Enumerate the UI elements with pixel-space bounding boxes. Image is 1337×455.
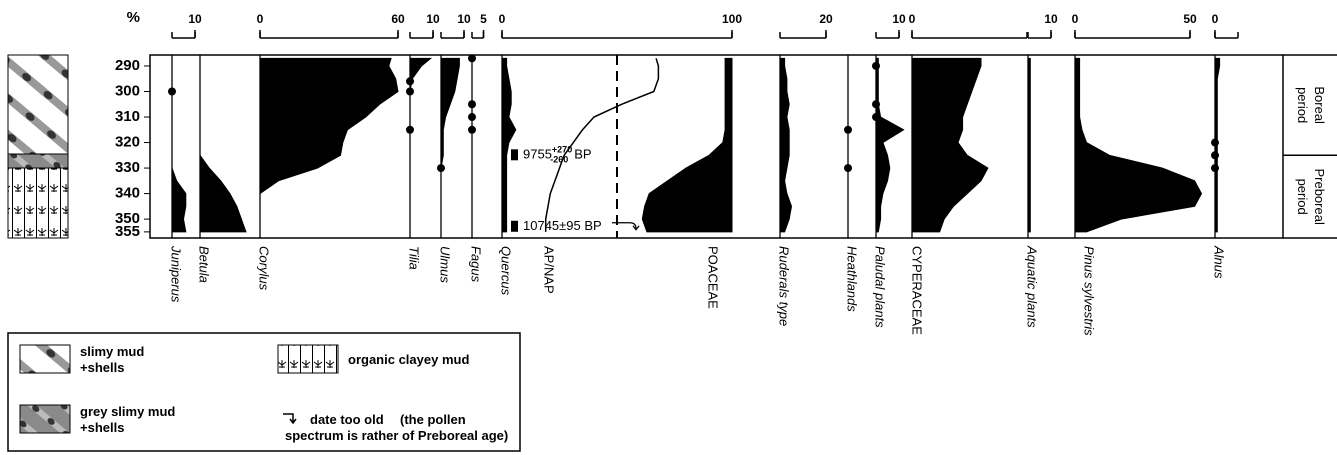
period-word: period: [1295, 179, 1310, 215]
presence-dot: [872, 62, 880, 70]
series-label: CYPERACEAE: [910, 246, 925, 335]
x-tick-label: 0: [257, 12, 264, 26]
presence-dot: [406, 87, 414, 95]
pollen-area: [780, 58, 792, 232]
x-tick-label: 0: [1212, 12, 1219, 26]
legend-text: slimy mud: [80, 344, 144, 359]
presence-dot: [168, 87, 176, 95]
series-label: Juniperus: [169, 245, 184, 303]
date-marker: [511, 149, 518, 160]
pollen-area: [260, 58, 398, 232]
legend-note: spectrum is rather of Preboreal age): [285, 428, 508, 443]
series-label: Fagus: [469, 246, 484, 283]
presence-dot: [437, 164, 445, 172]
legend-text: +shells: [80, 360, 124, 375]
y-tick-label: 290: [115, 57, 140, 74]
x-tick-label: 60: [391, 12, 405, 26]
presence-dot: [844, 164, 852, 172]
series-label: Heathlands: [845, 246, 860, 312]
date-part: 10745±95 BP: [523, 218, 602, 233]
pollen-area: [441, 58, 459, 232]
period-word: period: [1295, 87, 1310, 123]
presence-dot: [1211, 164, 1219, 172]
legend-text: +shells: [80, 420, 124, 435]
presence-dot: [468, 113, 476, 121]
x-tick-label: 100: [722, 12, 742, 26]
date-part: 9755: [523, 147, 552, 162]
legend-text: date too old: [310, 412, 384, 427]
series-label: Quercus: [499, 246, 514, 296]
presence-dot: [406, 126, 414, 134]
series-label: Betula: [197, 246, 212, 283]
x-tick-label: 10: [457, 12, 471, 26]
x-tick-label: 10: [188, 12, 202, 26]
date-part: -260: [550, 155, 568, 165]
legend-text: organic clayey mud: [348, 352, 469, 367]
period-word: Preboreal: [1312, 168, 1327, 224]
x-tick-label: 20: [819, 12, 833, 26]
y-tick-label: 330: [115, 159, 140, 176]
y-tick-label: 300: [115, 82, 140, 99]
pollen-area: [200, 58, 246, 232]
series-label: Alnus: [1212, 245, 1227, 279]
lithology-column: [8, 55, 68, 238]
series-label: Corylus: [257, 246, 272, 291]
legend-text: grey slimy mud: [80, 404, 175, 419]
series-label: Paludal plants: [873, 246, 888, 328]
x-tick-label: 10: [892, 12, 906, 26]
series-label: POACEAE: [706, 246, 721, 309]
series-label: AP/NAP: [542, 246, 557, 294]
pollen-area: [912, 58, 988, 232]
pollen-area: [1075, 58, 1202, 232]
presence-dot: [468, 126, 476, 134]
series-label: Pinus sylvestris: [1082, 246, 1097, 336]
period-label: Preborealperiod: [1295, 168, 1327, 224]
x-tick-label: 5: [480, 12, 487, 26]
presence-dot: [872, 113, 880, 121]
x-tick-label: 0: [499, 12, 506, 26]
date-marker: [511, 221, 518, 232]
x-tick-label: 50: [1183, 12, 1197, 26]
date-label: 10745±95 BP: [523, 218, 602, 233]
x-tick-label: 10: [426, 12, 440, 26]
y-tick-label: 355: [115, 223, 140, 240]
legend-note: (the pollen: [400, 412, 466, 427]
presence-dot: [844, 126, 852, 134]
presence-dot: [872, 100, 880, 108]
presence-dot: [1211, 151, 1219, 159]
period-label: Borealperiod: [1295, 86, 1327, 124]
series-label: Ulmus: [438, 246, 453, 283]
pollen-area: [1028, 58, 1030, 232]
pollen-area: [410, 58, 431, 232]
y-tick-label: 320: [115, 134, 140, 151]
pollen-area: [876, 58, 904, 232]
date-label: 9755+270-260 BP: [523, 145, 592, 165]
presence-dot: [1211, 139, 1219, 147]
presence-dot: [468, 100, 476, 108]
x-tick-label: 10: [1044, 12, 1058, 26]
y-tick-label: 340: [115, 185, 140, 202]
x-tick-label: 0: [909, 12, 916, 26]
series-label: Ruderals type: [777, 246, 792, 326]
pollen-area: [502, 58, 516, 232]
pollen-area: [172, 58, 186, 232]
presence-dot: [468, 54, 476, 62]
pollen-diagram: % slimy mud+shellsorganic clayey mudgrey…: [0, 0, 1337, 455]
y-tick-label: 310: [115, 108, 140, 125]
x-unit-label: %: [127, 9, 140, 26]
date-part: BP: [574, 147, 591, 162]
x-tick-label: 0: [1072, 12, 1079, 26]
series-label: Aquatic plants: [1025, 245, 1040, 328]
presence-dot: [406, 77, 414, 85]
series-label: Tilia: [407, 246, 422, 270]
period-word: Boreal: [1312, 86, 1327, 124]
date-part: +270: [552, 145, 572, 155]
